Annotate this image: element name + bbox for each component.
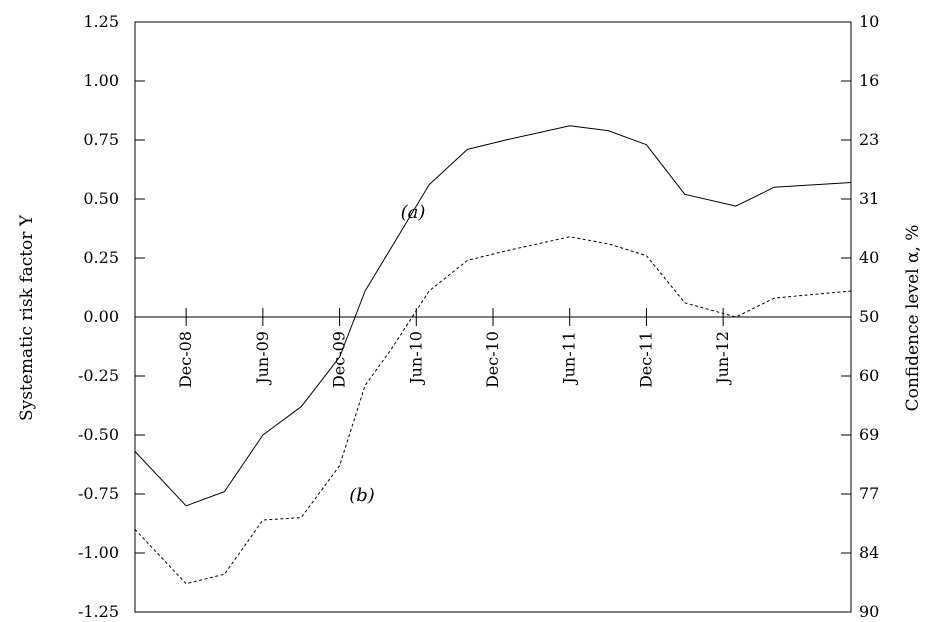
y2-axis-title: Confidence level α, % (903, 225, 923, 412)
x-axis-ticks: Dec-08 Jun-09 Dec-09 Jun-10 Dec-10 Jun-11 Dec-… (176, 308, 732, 388)
x-tick-label: Dec-10 (483, 331, 502, 388)
y2-tick-label: 31 (859, 189, 879, 208)
x-tick-label: Dec-08 (176, 331, 195, 388)
y-tick-label: 0.25 (83, 248, 119, 267)
x-tick-label: Jun-11 (560, 331, 579, 386)
x-tick-label: Jun-09 (253, 331, 272, 386)
x-tick-label: Jun-12 (713, 331, 732, 386)
y-axis-ticks: 1.25 1.00 0.75 0.50 0.25 0.00 -0.25 -0.50 -0.75 -… (78, 12, 145, 621)
x-tick-label: Dec-09 (330, 331, 349, 388)
y2-tick-label: 50 (859, 307, 879, 326)
y-axis-title: Systematic risk factor Y (17, 214, 37, 421)
y-tick-label: 0.50 (83, 189, 119, 208)
y-tick-label: 0.00 (83, 307, 119, 326)
y2-tick-label: 69 (859, 425, 879, 444)
series-group (134, 125, 852, 585)
y2-tick-label: 60 (859, 366, 879, 385)
y2-tick-label: 40 (859, 248, 879, 267)
y2-tick-label: 16 (859, 71, 879, 90)
y-tick-label: 1.25 (83, 12, 119, 31)
y-tick-label: 0.75 (83, 130, 119, 149)
x-tick-label: Jun-10 (406, 331, 425, 386)
y2-tick-label: 23 (859, 130, 879, 149)
y2-tick-label: 77 (859, 484, 879, 503)
y-tick-label: 1.00 (83, 71, 119, 90)
y-tick-label: -1.00 (78, 543, 119, 562)
y-tick-label: -0.25 (78, 366, 119, 385)
y-tick-label: -0.75 (78, 484, 119, 503)
y2-tick-label: 90 (859, 602, 879, 621)
series-a-label: (a) (401, 202, 426, 223)
y2-tick-label: 10 (859, 12, 879, 31)
series-b-label: (b) (349, 485, 375, 506)
y2-axis-ticks: 10 16 23 31 40 50 60 69 77 84 90 (841, 12, 879, 621)
x-tick-label: Dec-11 (636, 331, 655, 388)
y-tick-label: -1.25 (78, 602, 119, 621)
y-tick-label: -0.50 (78, 425, 119, 444)
series-line-a (134, 125, 852, 507)
series-line-b (134, 236, 852, 585)
y2-tick-label: 84 (859, 543, 879, 562)
